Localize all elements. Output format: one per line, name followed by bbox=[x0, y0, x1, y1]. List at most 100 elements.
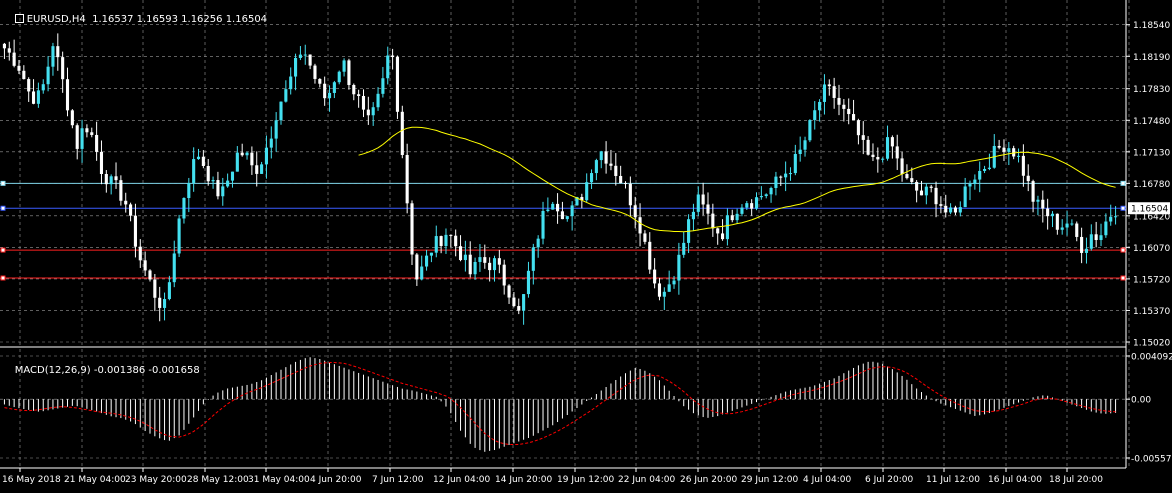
price-tag-background bbox=[1128, 202, 1170, 215]
candle-body bbox=[1099, 235, 1103, 241]
candle-body bbox=[361, 95, 366, 110]
line-handle[interactable] bbox=[1120, 247, 1126, 253]
candle-body bbox=[61, 57, 65, 80]
candle-body bbox=[206, 165, 210, 182]
candle-body bbox=[245, 152, 249, 156]
candle-body bbox=[657, 283, 662, 297]
candle-body bbox=[983, 168, 987, 171]
candle-body bbox=[85, 128, 89, 133]
candle-body bbox=[1094, 234, 1098, 241]
candle-body bbox=[425, 255, 429, 267]
symbol-label: EURUSD,H4 bbox=[26, 14, 86, 25]
candle-body bbox=[216, 180, 220, 197]
time-tick-label: 16 May 2018 bbox=[2, 475, 61, 485]
candle-body bbox=[953, 207, 958, 213]
candle-body bbox=[585, 182, 589, 201]
candle-body bbox=[1060, 227, 1064, 230]
candle-body bbox=[730, 215, 734, 221]
candle-body bbox=[852, 114, 856, 121]
candle-body bbox=[269, 138, 273, 148]
window-icon bbox=[14, 14, 24, 23]
candle-body bbox=[56, 46, 60, 58]
candle-body bbox=[497, 258, 501, 265]
candle-body bbox=[226, 180, 230, 187]
macd-tick-label: 0.00 bbox=[1131, 396, 1151, 406]
candle-body bbox=[182, 198, 186, 219]
candle-body bbox=[221, 186, 225, 197]
current-price-tag: 1.16504 bbox=[1128, 202, 1170, 215]
candle-body bbox=[177, 218, 181, 254]
candle-body bbox=[764, 194, 768, 197]
candle-body bbox=[27, 79, 31, 92]
macd-signal-line bbox=[4, 362, 1116, 445]
candle-body bbox=[332, 82, 336, 93]
candle-body bbox=[352, 84, 356, 95]
time-tick-label: 21 May 04:00 bbox=[64, 475, 126, 485]
time-tick-label: 6 Jul 20:00 bbox=[865, 475, 914, 485]
candle-body bbox=[1050, 213, 1055, 217]
candle-body bbox=[599, 151, 603, 161]
time-tick-label: 18 Jul 20:00 bbox=[1049, 475, 1103, 485]
candle-body bbox=[90, 132, 94, 135]
candle-body bbox=[589, 173, 594, 183]
time-tick-label: 16 Jul 04:00 bbox=[988, 475, 1042, 485]
candle-body bbox=[623, 183, 628, 185]
candle-body bbox=[876, 157, 880, 160]
candle-body bbox=[856, 120, 860, 136]
line-handle[interactable] bbox=[0, 205, 6, 211]
candle-body bbox=[512, 297, 516, 307]
price-tag-label: 1.16504 bbox=[1131, 205, 1168, 215]
time-tick-label: 26 Jun 20:00 bbox=[680, 475, 737, 485]
line-handle[interactable] bbox=[0, 180, 6, 186]
candle-body bbox=[905, 174, 909, 179]
candle-body bbox=[395, 57, 400, 112]
candle-body bbox=[949, 207, 953, 213]
candle-body bbox=[633, 205, 637, 218]
candle-body bbox=[934, 187, 938, 205]
candle-body bbox=[759, 196, 763, 198]
line-handle[interactable] bbox=[1120, 205, 1126, 211]
price-tick-label: 1.15720 bbox=[1133, 275, 1170, 285]
candle-body bbox=[294, 57, 298, 77]
price-tick-label: 1.16420 bbox=[1133, 212, 1170, 222]
price-tick-label: 1.18190 bbox=[1133, 53, 1170, 63]
candle-body bbox=[289, 76, 293, 90]
candle-body bbox=[847, 108, 851, 115]
candle-body bbox=[536, 238, 540, 248]
candle-body bbox=[298, 54, 302, 58]
candle-body bbox=[546, 209, 550, 211]
time-axis: 16 May 2018 21 May 04:00 23 May 20:00 28 Ma… bbox=[2, 468, 1103, 485]
candle-body bbox=[104, 174, 108, 185]
candle-body bbox=[517, 306, 521, 311]
line-handle[interactable] bbox=[0, 275, 6, 281]
candle-body bbox=[915, 181, 919, 191]
candle-body bbox=[648, 241, 652, 270]
candle-body bbox=[172, 253, 176, 283]
candle-body bbox=[473, 261, 477, 275]
candle-body bbox=[240, 152, 244, 156]
candle-body bbox=[201, 156, 205, 166]
candle-body bbox=[507, 285, 511, 298]
candle-body bbox=[750, 203, 754, 209]
candle-body bbox=[793, 153, 797, 174]
line-handles[interactable] bbox=[0, 180, 1126, 281]
line-handle[interactable] bbox=[1120, 180, 1126, 186]
candle-body bbox=[643, 233, 647, 242]
macd-values: -0.001386 -0.001658 bbox=[93, 365, 200, 376]
candle-body bbox=[99, 151, 104, 175]
candle-body bbox=[114, 176, 118, 181]
candle-body bbox=[323, 83, 327, 99]
line-handle[interactable] bbox=[0, 247, 6, 253]
candle-body bbox=[187, 182, 191, 199]
time-tick-label: 12 Jun 04:00 bbox=[433, 475, 490, 485]
candle-body bbox=[468, 254, 472, 275]
candle-body bbox=[798, 149, 802, 154]
candle-body bbox=[313, 65, 317, 79]
line-handle[interactable] bbox=[1120, 275, 1126, 281]
candle-body bbox=[502, 264, 506, 286]
candle-body bbox=[808, 120, 812, 141]
candle-body bbox=[371, 107, 375, 116]
price-tick-label: 1.16070 bbox=[1133, 244, 1170, 254]
